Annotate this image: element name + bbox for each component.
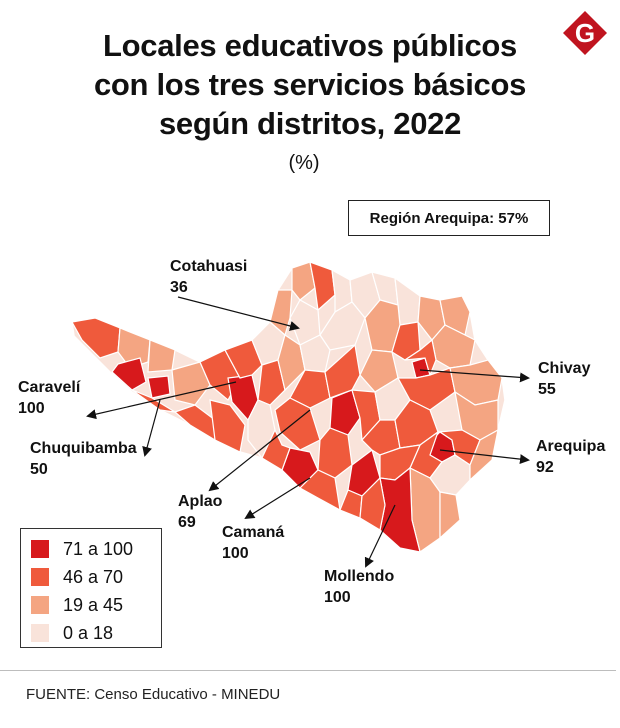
legend-swatch	[31, 568, 49, 586]
district-shape	[289, 369, 331, 409]
logo-diamond	[563, 11, 607, 55]
district-shape	[439, 491, 461, 540]
callout-chivay: Chivay 55	[538, 358, 590, 400]
source-note: FUENTE: Censo Educativo - MINEDU	[26, 686, 281, 703]
arrow-chivay	[419, 369, 530, 383]
district-shape	[261, 428, 291, 471]
district-map	[71, 261, 530, 568]
callout-mollendo: Mollendo 100	[324, 566, 394, 608]
map-legend: 71 a 100 46 a 70 19 a 45 0 a 18	[20, 528, 162, 648]
legend-item: 46 a 70	[31, 563, 161, 591]
callout-value: 50	[30, 461, 48, 478]
district-shape	[359, 349, 399, 393]
region-total-box: Región Arequipa: 57%	[348, 200, 550, 236]
district-shape	[359, 476, 386, 531]
title-line-3: según distritos, 2022	[158, 106, 462, 141]
callout-value: 36	[170, 279, 188, 296]
callout-name: Aplao	[178, 493, 223, 510]
footer-divider	[0, 670, 616, 671]
region-total-label: Región Arequipa: 57%	[369, 209, 529, 227]
callout-cotahuasi: Cotahuasi 36	[170, 256, 247, 298]
legend-swatch	[31, 596, 49, 614]
arrow-arequipa	[439, 449, 530, 465]
district-shape	[299, 334, 331, 373]
title-line-2: con los tres servicios básicos	[93, 67, 527, 102]
callout-name: Chivay	[538, 360, 591, 377]
arrow-cotahuasi	[177, 296, 300, 331]
callout-aplao: Aplao 69	[178, 491, 222, 533]
district-caraveli	[111, 357, 147, 391]
arrow-camana	[244, 477, 311, 520]
title-line-1: Locales educativos públicos	[103, 28, 517, 63]
callout-value: 92	[536, 459, 554, 476]
district-polygons	[71, 261, 503, 553]
callout-arrows	[86, 296, 530, 568]
callout-name: Mollendo	[324, 568, 395, 585]
callout-camana: Camaná 100	[222, 522, 284, 564]
legend-item: 0 a 18	[31, 619, 161, 647]
legend-swatch	[31, 540, 49, 558]
map-title: Locales educativos públicos con los tres…	[40, 26, 580, 143]
callout-value: 55	[538, 381, 556, 398]
legend-label: 19 a 45	[63, 594, 124, 615]
district-shape	[209, 399, 246, 453]
district-cotahuasi	[289, 299, 321, 346]
callout-name: Cotahuasi	[170, 258, 248, 275]
callout-name: Arequipa	[536, 438, 606, 455]
legend-item: 19 a 45	[31, 591, 161, 619]
callout-chuquibamba: Chuquibamba 50	[30, 438, 137, 480]
district-shape	[291, 261, 316, 301]
callout-name: Caravelí	[18, 379, 81, 396]
arrow-chuquibamba	[142, 399, 161, 457]
arrow-aplao	[208, 409, 311, 492]
district-shape	[257, 359, 286, 406]
district-shape	[269, 289, 293, 337]
callout-value: 100	[222, 545, 249, 562]
callout-value: 100	[18, 400, 45, 417]
logo-letter: G	[575, 18, 595, 48]
gestion-logo: G	[563, 11, 607, 55]
callout-arequipa: Arequipa 92	[536, 436, 605, 478]
unit-subtitle: (%)	[288, 152, 320, 174]
district-shape	[324, 343, 361, 399]
district-shape	[439, 295, 471, 336]
district-shape	[309, 261, 336, 312]
legend-label: 71 a 100	[63, 538, 134, 559]
district-shape	[147, 375, 171, 399]
district-shape	[224, 339, 263, 379]
legend-swatch	[31, 624, 49, 642]
callout-name: Chuquibamba	[30, 440, 137, 457]
district-shape	[147, 339, 176, 373]
legend-label: 0 a 18	[63, 622, 114, 643]
legend-item: 71 a 100	[31, 535, 161, 563]
district-shape	[431, 324, 476, 369]
arrow-caraveli	[86, 381, 237, 420]
legend-label: 46 a 70	[63, 566, 124, 587]
callout-caraveli: Caravelí 100	[18, 377, 80, 419]
district-shape	[299, 469, 341, 512]
arrow-mollendo	[364, 504, 396, 568]
callout-name: Camaná	[222, 524, 285, 541]
callout-value: 100	[324, 589, 351, 606]
district-shape	[277, 334, 306, 392]
callout-value: 69	[178, 514, 196, 531]
